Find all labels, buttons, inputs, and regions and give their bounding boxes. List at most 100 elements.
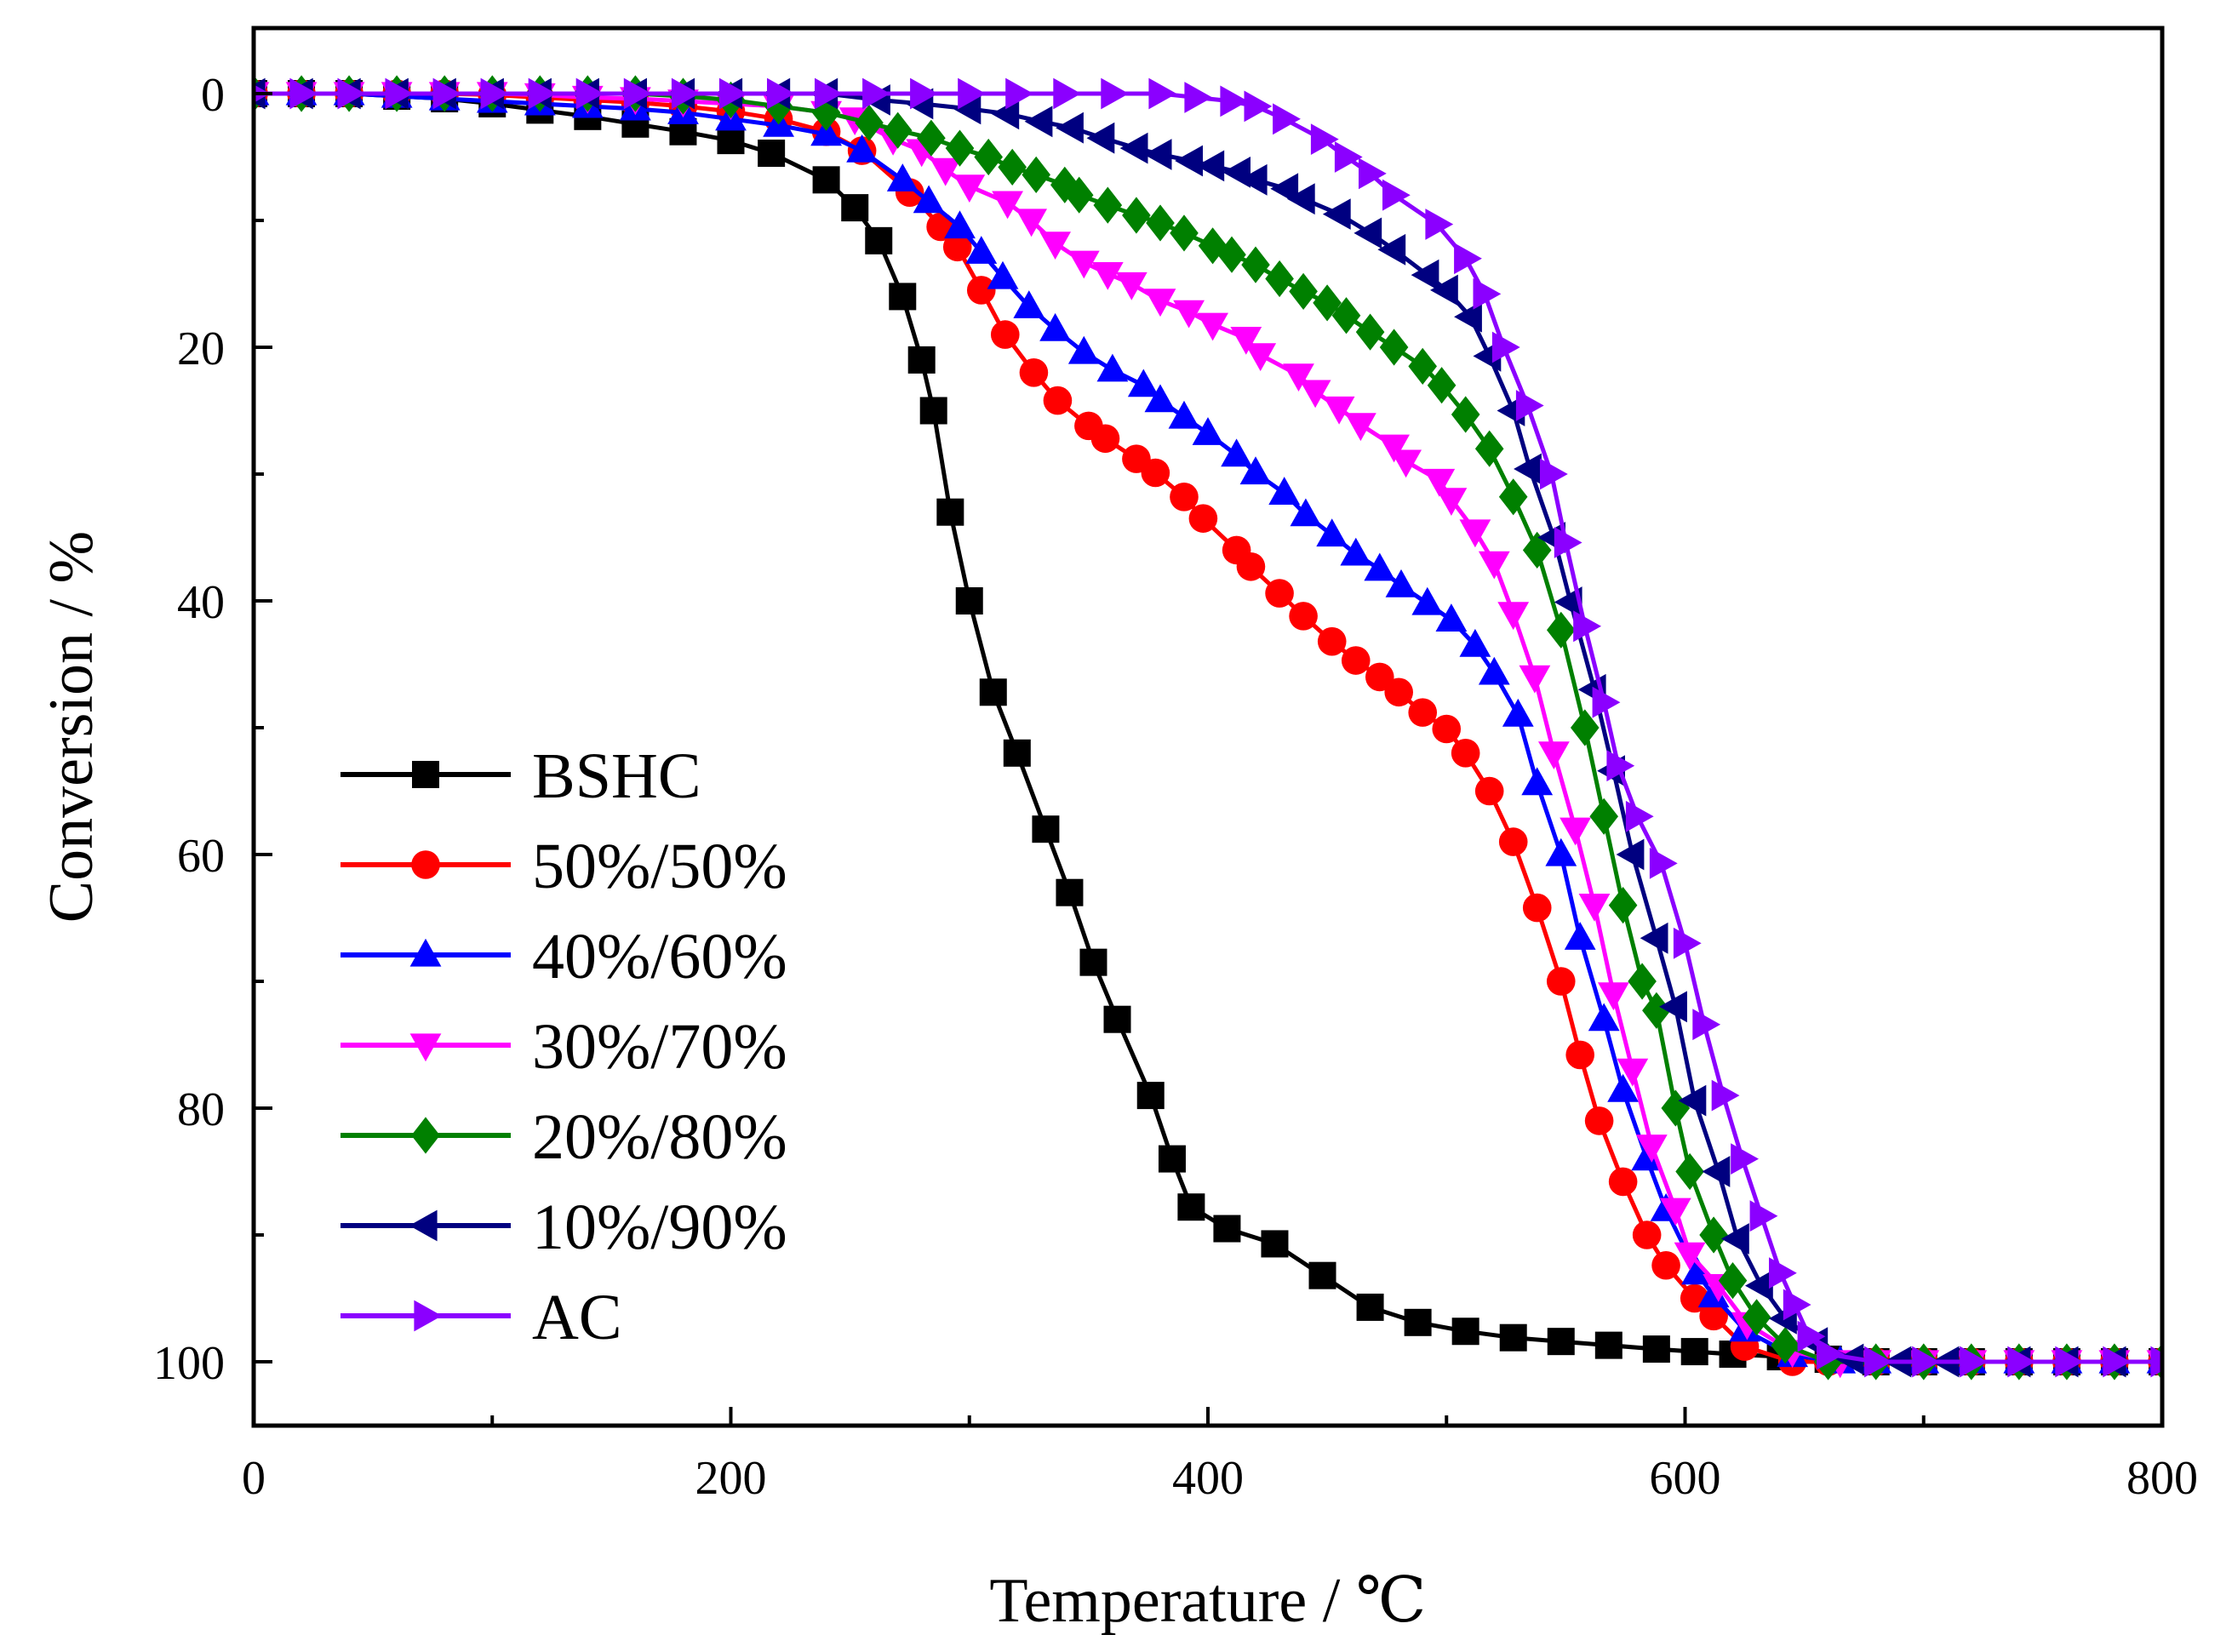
legend-item-ac: AC [341,1282,622,1353]
data-point-30pct-70pct [1538,741,1570,769]
data-point-40pct-60pct [965,236,998,264]
data-point-10pct-90pct [1322,198,1351,230]
legend-label: BSHC [532,740,701,812]
data-point-10pct-90pct [1239,163,1268,196]
data-point-10pct-90pct [1354,217,1382,249]
data-point-ac [1515,390,1544,421]
data-point-40pct-60pct [1013,290,1045,318]
data-point-bshc [1451,1318,1479,1346]
data-point-40pct-60pct [1478,656,1510,685]
data-point-ac [1625,800,1654,832]
data-point-ac [1573,610,1601,643]
data-point-ac [1244,90,1273,123]
data-point-10pct-90pct [1377,233,1406,266]
data-point-bshc [1136,1082,1165,1110]
data-point-30pct-70pct [1478,551,1510,580]
data-point-30pct-70pct [1578,894,1611,922]
data-point-bshc [1056,878,1084,906]
data-point-10pct-90pct [991,98,1020,130]
data-point-10pct-90pct [1702,1156,1731,1187]
data-point-20pct-80pct [1022,156,1050,193]
data-point-50pct-50pct [990,320,1020,349]
data-point-30pct-70pct [1497,602,1530,631]
data-point-bshc [1404,1308,1432,1336]
data-point-10pct-90pct [1659,991,1687,1023]
data-point-10pct-90pct [953,93,982,125]
data-point-40pct-60pct [846,134,878,163]
data-point-20pct-80pct [1718,1262,1748,1300]
data-point-20pct-80pct [1313,284,1342,322]
data-point-20pct-80pct [1379,329,1409,366]
data-point-40pct-60pct [913,185,945,214]
data-point-50pct-50pct [1341,646,1371,675]
data-point-ac [2103,1346,2132,1378]
data-point-40pct-60pct [1545,837,1577,866]
data-point-30pct-70pct [1039,232,1071,260]
series-50pct-50pct [254,79,2162,1376]
legend-item-50pct-50pct: 50%/50% [341,831,787,902]
data-point-ac [1101,77,1130,110]
data-point-50pct-50pct [1265,579,1294,608]
data-point-40pct-60pct [810,117,842,146]
data-point-ac [767,77,795,110]
data-point-20pct-80pct [1198,227,1228,265]
data-point-20pct-80pct [1642,992,1671,1029]
data-point-40pct-60pct [1521,767,1554,796]
data-point-10pct-90pct [1430,274,1458,306]
data-point-50pct-50pct [1498,827,1528,856]
legend-marker-30pct-70pct [409,1033,442,1062]
y-tick-label: 40 [177,576,225,629]
data-point-ac [2007,1346,2035,1378]
data-point-ac [1425,209,1454,240]
data-point-30pct-70pct [1144,289,1176,317]
data-point-ac [337,77,366,110]
data-point-bshc [865,226,893,254]
data-point-ac [1540,458,1568,490]
data-point-40pct-60pct [1039,312,1071,341]
legend-item-10pct-90pct: 10%/90% [341,1192,787,1263]
data-point-20pct-80pct [1675,1152,1704,1191]
y-tick-label: 60 [177,830,225,883]
data-point-bshc [1680,1338,1708,1366]
data-point-30pct-70pct [1323,396,1355,425]
data-point-ac [1797,1320,1826,1352]
data-point-30pct-70pct [1016,209,1047,237]
data-point-50pct-50pct [1170,483,1199,512]
data-point-ac [1960,1346,1988,1378]
data-point-10pct-90pct [1721,1223,1749,1255]
data-point-40pct-60pct [1411,586,1444,615]
data-point-30pct-70pct [1435,488,1468,516]
data-point-30pct-70pct [1197,312,1228,341]
legend-item-30pct-70pct: 30%/70% [341,1011,787,1083]
data-point-50pct-50pct [1365,662,1394,692]
data-point-ac [385,77,414,110]
legend-marker-ac [414,1300,443,1332]
series-layer [254,75,2162,1380]
x-tick-label: 200 [695,1452,767,1505]
data-point-50pct-50pct [1043,386,1073,415]
y-tick-label: 20 [177,323,225,375]
data-point-ac [671,77,700,110]
legend-marker-40pct-60pct [409,938,442,967]
data-point-ac [1273,103,1301,135]
data-point-ac [1817,1338,1845,1370]
data-point-ac [1491,331,1520,363]
data-point-50pct-50pct [1289,602,1318,631]
data-point-10pct-90pct [1024,106,1053,138]
legend-label: 10%/90% [532,1192,787,1263]
data-point-10pct-90pct [1640,922,1668,954]
data-point-bshc [812,166,840,194]
legend-label: 40%/60% [532,921,787,992]
data-point-ac [1310,123,1339,155]
legend-marker-20pct-80pct [411,1117,440,1154]
data-point-ac [1711,1079,1740,1112]
data-point-40pct-60pct [1435,603,1468,632]
data-point-40pct-60pct [987,260,1019,289]
data-point-ac [1184,82,1213,113]
data-point-30pct-70pct [1091,262,1124,290]
data-point-ac [623,77,652,110]
data-point-bshc [955,587,983,614]
data-point-ac [1692,1009,1721,1041]
data-point-20pct-80pct [945,129,975,167]
